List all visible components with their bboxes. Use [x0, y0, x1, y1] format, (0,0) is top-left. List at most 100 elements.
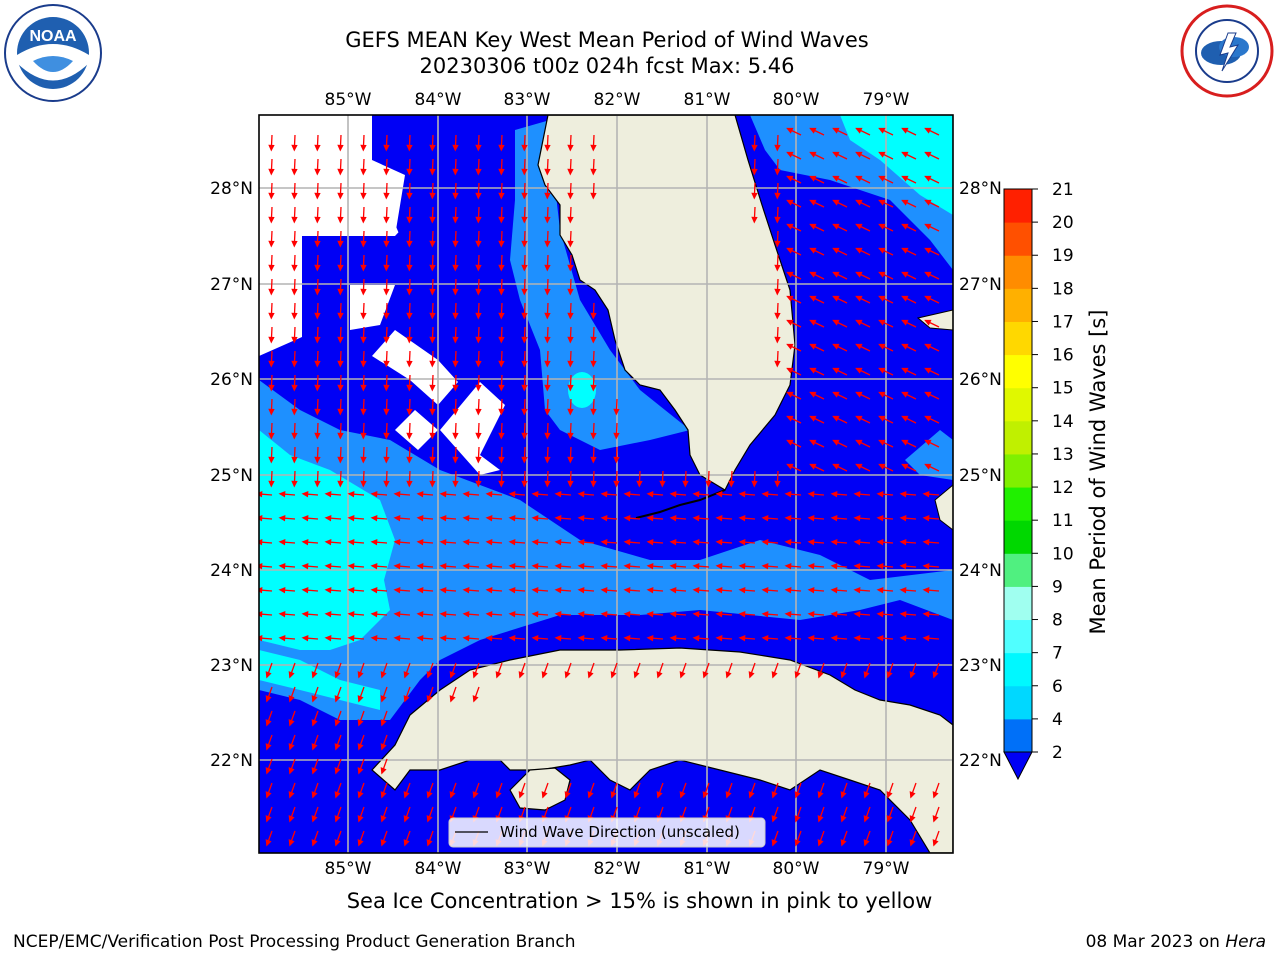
lon-label-bottom: 79°W	[863, 859, 910, 879]
wave-direction-arrowhead	[702, 791, 709, 799]
wave-direction-arrowhead	[475, 456, 482, 464]
wave-direction-arrowhead	[761, 491, 769, 498]
wave-direction-arrowhead	[541, 791, 548, 799]
wave-direction-arrowhead	[485, 635, 493, 642]
wave-direction-arrowhead	[924, 367, 932, 374]
wave-direction-arrowhead	[498, 240, 505, 248]
wave-direction-arrowhead	[646, 491, 654, 498]
colorbar-swatch	[1004, 420, 1032, 455]
wave-direction-arrowhead	[347, 515, 355, 522]
wave-direction-arrowhead	[278, 635, 286, 642]
wave-direction-arrowhead	[832, 199, 840, 206]
wave-direction-arrowhead	[807, 563, 815, 570]
wave-direction-arrowhead	[633, 791, 640, 799]
wave-direction-arrowhead	[600, 611, 608, 618]
wave-direction-arrowhead	[751, 168, 758, 176]
wave-direction-arrowhead	[406, 264, 413, 272]
florida-land	[537, 115, 796, 491]
period-band-4-6	[259, 380, 953, 720]
wave-direction-arrowhead	[830, 515, 838, 522]
colorbar-swatch	[1004, 354, 1032, 389]
wave-direction-arrowhead	[567, 192, 574, 200]
wave-direction-arrowhead	[832, 391, 840, 398]
wave-direction-arrowhead	[314, 144, 321, 152]
wave-direction-arrowhead	[855, 151, 863, 158]
wave-direction-arrowhead	[855, 247, 863, 254]
wave-direction-arrowhead	[590, 384, 597, 392]
wave-direction-arrowhead	[554, 587, 562, 594]
wave-direction-arrowhead	[406, 312, 413, 320]
wave-direction-arrowhead	[380, 719, 387, 727]
wave-direction-arrowhead	[508, 635, 516, 642]
wave-direction-arrowhead	[370, 587, 378, 594]
wave-direction-arrowhead	[383, 384, 390, 392]
wave-direction-arrowhead	[587, 671, 594, 679]
wave-direction-arrowhead	[909, 815, 916, 823]
wave-direction-arrowhead	[623, 539, 631, 546]
wave-direction-arrowhead	[901, 151, 909, 158]
wave-direction-arrowhead	[863, 671, 870, 679]
colorbar-swatch	[1004, 586, 1032, 621]
wave-direction-arrowhead	[495, 671, 502, 679]
wave-direction-arrowhead	[786, 367, 794, 374]
wave-direction-arrowhead	[830, 563, 838, 570]
wave-direction-arrowhead	[544, 264, 551, 272]
wave-direction-arrowhead	[774, 192, 781, 200]
wave-direction-arrowhead	[590, 312, 597, 320]
wave-direction-arrowhead	[268, 240, 275, 248]
wave-direction-arrowhead	[291, 216, 298, 224]
wave-direction-arrowhead	[334, 791, 341, 799]
wave-direction-arrowhead	[567, 264, 574, 272]
wave-direction-arrowhead	[761, 587, 769, 594]
wave-direction-arrowhead	[393, 539, 401, 546]
wave-direction-arrowhead	[370, 515, 378, 522]
colorbar-tick-label: 8	[1052, 611, 1063, 631]
wave-direction-arrowhead	[590, 168, 597, 176]
colorbar-tick-label: 6	[1052, 677, 1063, 697]
wave-direction-arrowhead	[324, 539, 332, 546]
colorbar-tick-label: 15	[1052, 379, 1074, 399]
wave-direction-arrowhead	[268, 456, 275, 464]
wave-direction-arrowhead	[370, 563, 378, 570]
wave-direction-arrowhead	[909, 839, 916, 847]
wave-direction-arrowhead	[291, 432, 298, 440]
wave-direction-arrowhead	[521, 240, 528, 248]
wave-direction-arrowhead	[784, 587, 792, 594]
wave-direction-arrowhead	[291, 312, 298, 320]
wave-direction-arrowhead	[692, 611, 700, 618]
wave-direction-arrowhead	[840, 839, 847, 847]
wave-direction-arrowhead	[577, 587, 585, 594]
colorbar-swatch	[1004, 487, 1032, 521]
wave-direction-arrowhead	[314, 240, 321, 248]
wave-direction-arrowhead	[429, 432, 436, 440]
wave-direction-arrowhead	[853, 611, 861, 618]
wave-direction-arrowhead	[924, 391, 932, 398]
wave-direction-arrowhead	[347, 491, 355, 498]
wave-direction-arrowhead	[360, 144, 367, 152]
wave-direction-arrowhead	[337, 360, 344, 368]
wave-direction-arrowhead	[899, 611, 907, 618]
wave-direction-arrowhead	[475, 144, 482, 152]
wave-direction-arrowhead	[784, 539, 792, 546]
wave-direction-arrowhead	[878, 415, 886, 422]
wave-direction-arrowhead	[521, 360, 528, 368]
wave-direction-arrowhead	[899, 539, 907, 546]
wave-direction-arrowhead	[268, 384, 275, 392]
wave-direction-arrowhead	[909, 671, 916, 679]
wave-direction-arrowhead	[311, 767, 318, 775]
wave-direction-arrowhead	[784, 563, 792, 570]
wave-direction-arrowhead	[863, 815, 870, 823]
wave-direction-arrowhead	[311, 719, 318, 727]
wave-direction-arrowhead	[738, 491, 746, 498]
wave-direction-arrowhead	[901, 343, 909, 350]
wave-direction-arrowhead	[784, 635, 792, 642]
wave-direction-arrowhead	[383, 432, 390, 440]
wave-direction-arrowhead	[751, 216, 758, 224]
wave-direction-arrowhead	[715, 491, 723, 498]
wave-direction-arrowhead	[393, 587, 401, 594]
wave-direction-arrowhead	[924, 319, 932, 326]
wave-direction-arrowhead	[452, 456, 459, 464]
wave-direction-arrowhead	[600, 491, 608, 498]
wave-direction-arrowhead	[288, 791, 295, 799]
wave-direction-arrowhead	[370, 491, 378, 498]
